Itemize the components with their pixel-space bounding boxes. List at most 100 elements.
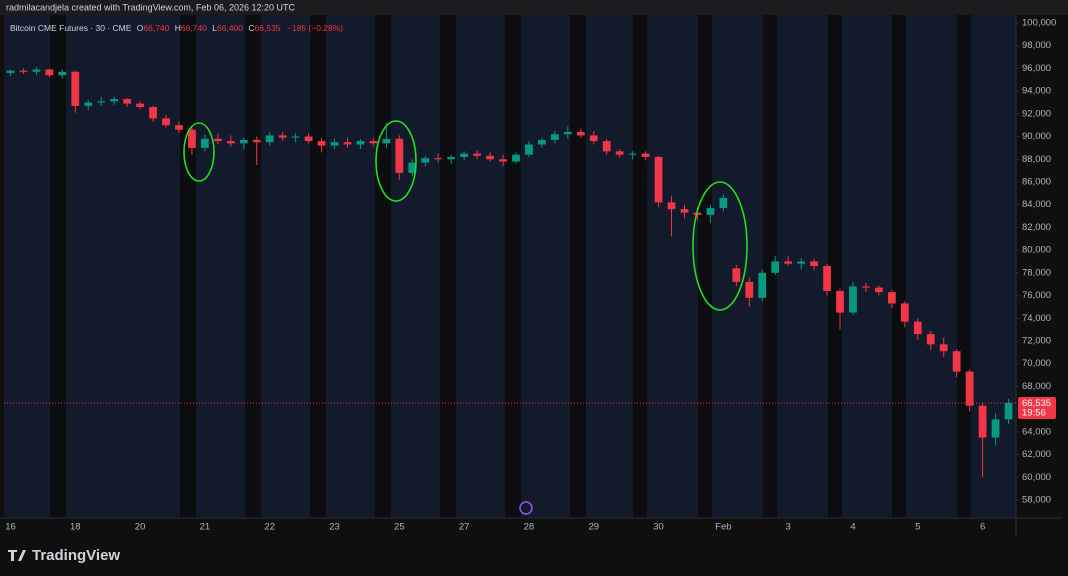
legend-value: 66,535	[255, 23, 281, 33]
y-tick-label: 64,000	[1022, 426, 1051, 437]
candle-body	[875, 287, 883, 293]
candle-body	[123, 99, 132, 104]
candle-body	[97, 101, 106, 103]
candle-body	[447, 156, 456, 160]
x-tick-label: 22	[264, 522, 275, 533]
candle-body	[213, 138, 222, 142]
candle-body	[408, 162, 417, 173]
candle-body	[538, 139, 546, 145]
x-tick-label: 5	[915, 522, 920, 533]
candle-body	[732, 268, 741, 282]
candle-body	[641, 153, 650, 157]
candle-body	[667, 202, 676, 210]
y-tick-label: 88,000	[1022, 154, 1051, 165]
y-tick-label: 78,000	[1022, 267, 1051, 278]
candle-body	[369, 141, 378, 144]
legend-key: C	[248, 23, 254, 33]
candle-body	[330, 142, 339, 146]
candle-body	[719, 197, 728, 209]
session-gaps	[50, 15, 971, 517]
candle-body	[628, 153, 637, 155]
y-tick-label: 92,000	[1022, 108, 1051, 119]
last-price-label: 66,535	[1022, 398, 1051, 409]
candle-body	[265, 135, 274, 143]
x-tick-label: 25	[394, 522, 405, 533]
candle-body	[110, 99, 119, 102]
candle-body	[550, 134, 559, 140]
y-tick-label: 86,000	[1022, 176, 1051, 187]
candle-body	[460, 153, 469, 157]
attribution: radmilacandjela created with TradingView…	[6, 2, 295, 12]
candle-body	[149, 106, 157, 119]
top-bar	[0, 0, 1068, 15]
y-tick-label: 94,000	[1022, 86, 1051, 97]
candle-body	[1004, 403, 1013, 420]
x-tick-label: 23	[329, 522, 340, 533]
last-price-box	[1018, 397, 1056, 420]
event-icon	[519, 501, 533, 515]
x-tick-label: 20	[135, 522, 146, 533]
x-tick-label: 29	[588, 522, 599, 533]
candle-body	[991, 419, 1000, 438]
candle-body	[421, 158, 430, 163]
y-tick-label: 62,000	[1022, 449, 1051, 460]
candle-body	[278, 135, 287, 138]
candle-body	[473, 153, 481, 156]
y-tick-label: 82,000	[1022, 222, 1051, 233]
y-tick-label: 58,000	[1022, 494, 1051, 505]
candle-body	[525, 144, 533, 155]
x-tick-label: 4	[850, 522, 855, 533]
y-tick-label: 84,000	[1022, 199, 1051, 210]
y-tick-label: 98,000	[1022, 40, 1051, 51]
candle-body	[395, 138, 404, 173]
candle-body	[654, 156, 663, 203]
candle-body	[486, 155, 494, 160]
legend-value: 66,740	[181, 23, 207, 33]
candle-body	[836, 290, 844, 313]
countdown-label: 19:56	[1022, 408, 1046, 419]
candle-body	[913, 321, 922, 335]
candle-body	[84, 102, 93, 106]
candle-body	[343, 142, 352, 145]
y-tick-label: 100,000	[1022, 17, 1056, 28]
candle-body	[576, 131, 585, 136]
candle-body	[939, 344, 948, 352]
candle-body	[382, 138, 391, 144]
y-tick-label: 60,000	[1022, 472, 1051, 483]
candle-body	[745, 281, 754, 298]
y-tick-label: 90,000	[1022, 131, 1051, 142]
candle-body	[58, 71, 67, 76]
candle-body	[900, 303, 909, 322]
candle-body	[602, 141, 611, 152]
candle-body	[926, 334, 935, 345]
candle-body	[32, 69, 41, 72]
legend-value: 66,740	[143, 23, 169, 33]
x-tick-label: 21	[200, 522, 211, 533]
y-tick-label: 76,000	[1022, 290, 1051, 301]
candle-body	[706, 208, 715, 215]
legend-key: O	[137, 23, 144, 33]
x-tick-label: 30	[653, 522, 664, 533]
y-tick-label: 68,000	[1022, 381, 1051, 392]
candle-body	[136, 103, 144, 107]
candle-body	[758, 272, 767, 298]
candle-body	[356, 141, 365, 145]
x-tick-label: 28	[524, 522, 535, 533]
candle-body	[862, 286, 870, 288]
x-tick-label: 6	[980, 522, 985, 533]
y-tick-label: 96,000	[1022, 63, 1051, 74]
legend: Bitcoin CME Futures · 30 · CME O66,740 H…	[10, 23, 343, 33]
x-tick-label: 18	[70, 522, 81, 533]
legend-change: −185 (−0.28%)	[287, 23, 343, 33]
candle-body	[226, 141, 235, 144]
candle-body	[6, 70, 15, 73]
candle-body	[201, 138, 209, 148]
annotation-ellipses	[183, 120, 748, 311]
candle-body	[887, 292, 896, 304]
candle-body	[19, 70, 28, 72]
candle-body	[252, 139, 261, 143]
candle-body	[45, 69, 54, 76]
y-tick-label: 72,000	[1022, 335, 1051, 346]
candle-body	[680, 209, 689, 213]
